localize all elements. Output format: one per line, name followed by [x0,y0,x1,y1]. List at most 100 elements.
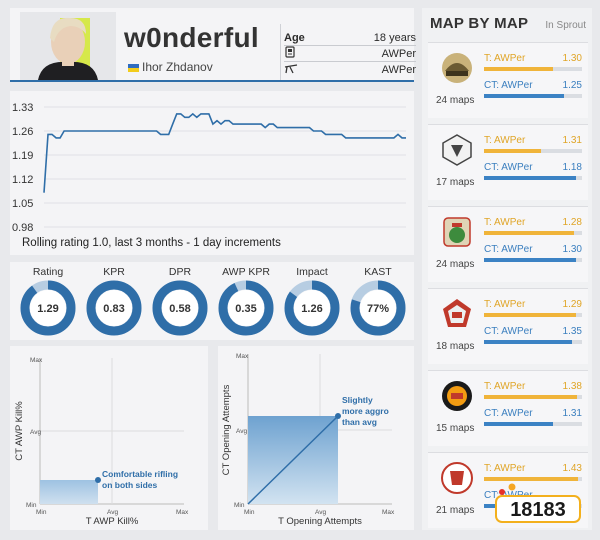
opening-attempts-point [335,413,341,419]
map-count: 24 maps [436,95,475,106]
stat-impact: Impact 1.26 [282,266,342,336]
vertigo-map-icon [440,133,474,167]
ct-side-label: CT: AWPer [484,244,533,255]
rating-line-chart: 1.33 1.26 1.19 1.12 1.05 0.98 [12,102,406,234]
donut-fill [152,280,208,336]
ct-side-bar-fill [484,340,573,344]
t-side-value: 1.28 [562,217,582,228]
age-label: Age [284,31,305,44]
weapon-role-value: AWPer [381,64,416,76]
ct-side-value: 1.30 [562,244,582,255]
awp-kill-area [40,480,98,504]
ct-side-bar-fill [484,176,577,180]
annotation-line-1: Slightly [342,395,373,405]
inferno-map-icon [440,215,474,249]
opening-attempts-scatter: Slightly more aggro than avg Max Avg Min… [218,346,414,530]
stat-value: 0.58 [169,303,190,315]
team-role-value: AWPer [381,47,416,60]
t-side-value: 1.30 [562,53,582,64]
awp-kill-point [95,477,101,483]
ct-side-bar-track [484,94,582,98]
diagonal-reference-line [247,415,339,505]
info-row-team-role: AWPer [284,46,416,62]
x-tick-min: Min [36,509,47,516]
watermark-text: 18183 [510,499,566,521]
real-name-text: Ihor Zhdanov [142,60,213,74]
stat-label: Rating [32,266,64,278]
stat-value: 1.26 [301,303,322,315]
stat-label: KAST [364,266,392,278]
ct-side-label: CT: AWPer [484,80,533,91]
donut-fill [86,280,142,336]
y-tick-label: 1.05 [12,198,33,210]
map-row[interactable]: 15 maps T: AWPer 1.38 CT: AWPer 1.31 [428,370,588,446]
donut-fill [20,280,76,336]
stat-donut: 0.35 [218,280,274,336]
t-side-label: T: AWPer [484,217,526,228]
stat-value: 0.83 [103,303,124,315]
age-value: 18 years [373,31,416,44]
rating-chart-caption: Rolling rating 1.0, last 3 months - 1 da… [22,237,281,249]
stat-label: DPR [168,266,192,278]
ukraine-flag-icon [128,64,139,72]
t-side-label: T: AWPer [484,53,526,64]
header-divider [280,24,281,80]
y-tick-label: 0.98 [12,222,33,231]
ancient-map-icon [440,51,474,85]
map-row[interactable]: 24 maps T: AWPer 1.28 CT: AWPer 1.30 [428,206,588,282]
donut-fill [350,280,406,336]
ct-side-bar-track [484,422,582,426]
rating-series-line [43,112,406,193]
stat-donut: 1.29 [20,280,76,336]
map-row[interactable]: 18 maps T: AWPer 1.29 CT: AWPer 1.35 [428,288,588,364]
player-real-name: Ihor Zhdanov [128,60,213,74]
t-side-label: T: AWPer [484,135,526,146]
t-side-value: 1.43 [562,463,582,474]
ct-side-bar-fill [484,422,553,426]
stat-awp-kpr: AWP KPR 0.35 [216,266,276,336]
site-watermark-logo: 18183 [492,478,584,526]
donut-center [228,290,264,326]
t-side-bar-fill [484,313,577,317]
y-tick-avg: Avg [30,429,41,436]
ct-side-value: 1.18 [562,162,582,173]
y-axis-label: CT Opening Attempts [221,384,232,475]
player-nickname: w0nderful [124,22,259,53]
map-by-map-subtitle: In Sprout [545,20,586,31]
t-side-bar-track [484,67,582,71]
annotation-line-2: more aggro [342,406,389,416]
stat-donut: 0.58 [152,280,208,336]
map-row[interactable]: 17 maps T: AWPer 1.31 CT: AWPer 1.18 [428,124,588,200]
ct-side-bar-track [484,176,582,180]
y-tick-label: 1.26 [12,126,33,138]
donut-center [162,290,198,326]
y-tick-label: 1.12 [12,174,33,186]
ct-side-label: CT: AWPer [484,162,533,173]
x-tick-avg: Avg [315,509,326,516]
awp-kill-plot: Comfortable rifling on both sides Max Av… [14,357,189,527]
ct-side-bar-track [484,340,582,344]
x-tick-avg: Avg [107,509,118,516]
info-row-age: Age 18 years [284,30,416,46]
stat-donut: 0.83 [86,280,142,336]
map-row[interactable]: 24 maps T: AWPer 1.30 CT: AWPer 1.25 [428,42,588,118]
stat-dpr: DPR 0.58 [150,266,210,336]
opening-attempts-plot: Slightly more aggro than avg Max Avg Min… [221,353,395,527]
donut-center [294,290,330,326]
player-info-table: Age 18 years AWPer AWPer [284,30,416,78]
stat-label: KPR [103,266,125,278]
x-tick-min: Min [244,509,255,516]
t-side-bar-track [484,395,582,399]
rolling-rating-chart: 1.33 1.26 1.19 1.12 1.05 0.98 Rolling rating … [10,91,414,255]
stat-rating: Rating 1.29 [18,266,78,336]
ct-side-bar-track [484,258,582,262]
awp-kill-scatter: Comfortable rifling on both sides Max Av… [10,346,208,530]
map-count: 17 maps [436,177,475,188]
t-side-bar-fill [484,395,578,399]
x-axis-label: T AWP Kill% [86,516,139,527]
y-tick-max: Max [236,353,249,360]
stat-kast: KAST 77% [348,266,408,336]
t-side-bar-track [484,231,582,235]
y-tick-max: Max [30,357,43,364]
map-count: 24 maps [436,259,475,270]
